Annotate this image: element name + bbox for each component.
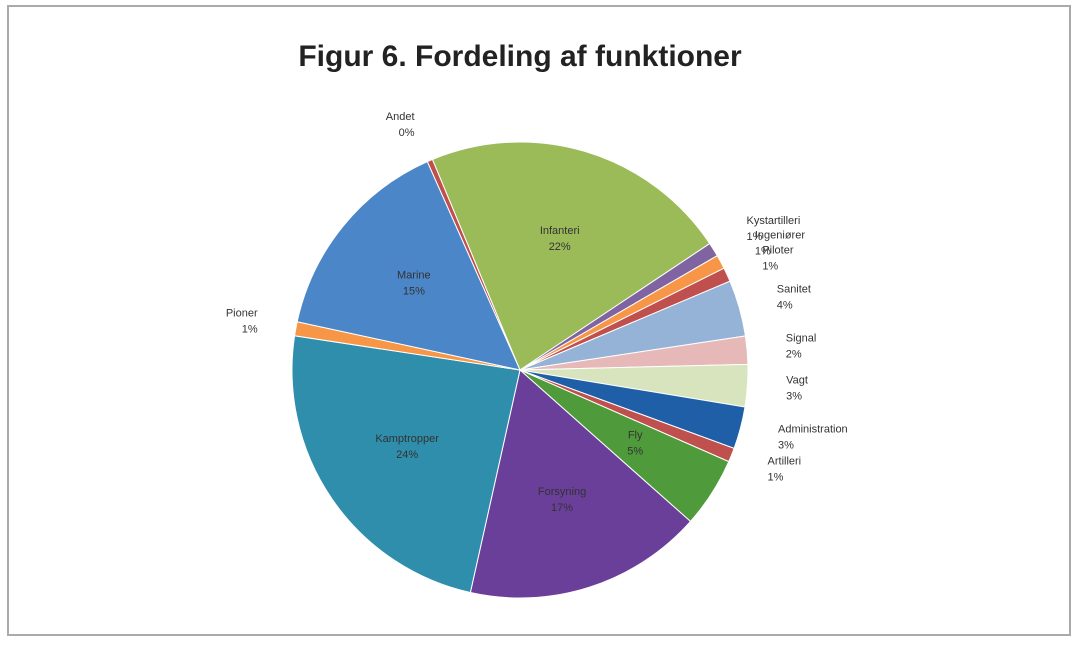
slice-label: Marine (397, 270, 431, 282)
slice-value-label: 15% (403, 286, 425, 298)
pie-slice (291, 335, 521, 594)
slice-label: Forsyning (538, 486, 586, 498)
slice-label: Andet (386, 111, 415, 123)
slice-label: Signal (786, 333, 817, 345)
slice-value-label: 3% (786, 390, 802, 402)
slice-value-label: 1% (768, 471, 784, 483)
pie-slice (431, 141, 711, 371)
slice-value-label: 24% (396, 449, 418, 461)
slice-label: Vagt (786, 374, 808, 386)
slice-value-label: 1% (762, 260, 778, 272)
slice-value-label: 17% (551, 502, 573, 514)
slice-label: Pioner (226, 308, 258, 320)
slice-label: Sanitet (777, 283, 811, 295)
slice-label: Piloter (762, 244, 794, 256)
pie-slice (469, 369, 692, 599)
slice-label: Kamptropper (375, 433, 439, 445)
slice-value-label: 0% (399, 127, 415, 139)
slice-value-label: 1% (747, 231, 763, 243)
slice-value-label: 1% (755, 245, 771, 257)
chart-title: Figur 6. Fordeling af funktioner (298, 40, 742, 73)
slice-label: Kystartilleri (747, 215, 801, 227)
slice-label: Artilleri (768, 455, 802, 467)
slice-label: Fly (628, 430, 643, 442)
slice-value-label: 22% (549, 241, 571, 253)
pie-slice (296, 161, 521, 371)
slice-label: Administration (778, 424, 848, 436)
slice-value-label: 1% (242, 324, 258, 336)
slice-value-label: 2% (786, 349, 802, 361)
slice-label: Ingeniører (755, 229, 805, 241)
slice-value-label: 3% (778, 440, 794, 452)
slice-value-label: 4% (777, 299, 793, 311)
slice-value-label: 5% (627, 446, 643, 458)
slice-label: Infanteri (540, 225, 580, 237)
